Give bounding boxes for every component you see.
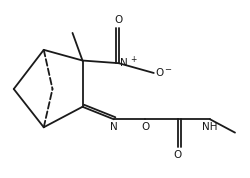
Text: O: O [114, 15, 123, 25]
Text: NH: NH [202, 122, 218, 132]
Text: +: + [130, 55, 136, 64]
Text: O: O [141, 122, 149, 132]
Text: N: N [110, 122, 118, 132]
Text: −: − [164, 65, 172, 74]
Text: O: O [174, 150, 182, 160]
Text: N: N [120, 58, 128, 68]
Text: O: O [155, 68, 163, 78]
